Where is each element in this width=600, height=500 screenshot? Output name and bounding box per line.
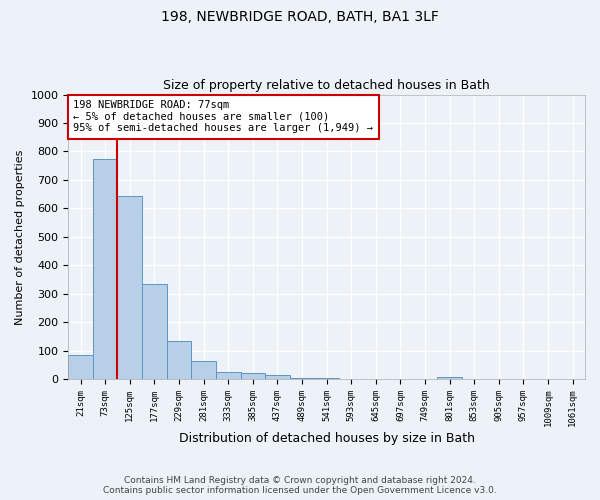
Bar <box>314 378 339 379</box>
Bar <box>118 196 142 379</box>
Text: 198, NEWBRIDGE ROAD, BATH, BA1 3LF: 198, NEWBRIDGE ROAD, BATH, BA1 3LF <box>161 10 439 24</box>
Title: Size of property relative to detached houses in Bath: Size of property relative to detached ho… <box>163 79 490 92</box>
Bar <box>68 355 93 379</box>
Bar <box>142 284 167 379</box>
Bar <box>437 377 462 379</box>
X-axis label: Distribution of detached houses by size in Bath: Distribution of detached houses by size … <box>179 432 475 445</box>
Bar <box>290 378 314 379</box>
Bar <box>241 374 265 379</box>
Bar <box>93 158 118 379</box>
Text: 198 NEWBRIDGE ROAD: 77sqm
← 5% of detached houses are smaller (100)
95% of semi-: 198 NEWBRIDGE ROAD: 77sqm ← 5% of detach… <box>73 100 373 134</box>
Text: Contains HM Land Registry data © Crown copyright and database right 2024.
Contai: Contains HM Land Registry data © Crown c… <box>103 476 497 495</box>
Bar <box>167 340 191 379</box>
Bar <box>191 360 216 379</box>
Y-axis label: Number of detached properties: Number of detached properties <box>15 149 25 324</box>
Bar <box>265 375 290 379</box>
Bar <box>216 372 241 379</box>
